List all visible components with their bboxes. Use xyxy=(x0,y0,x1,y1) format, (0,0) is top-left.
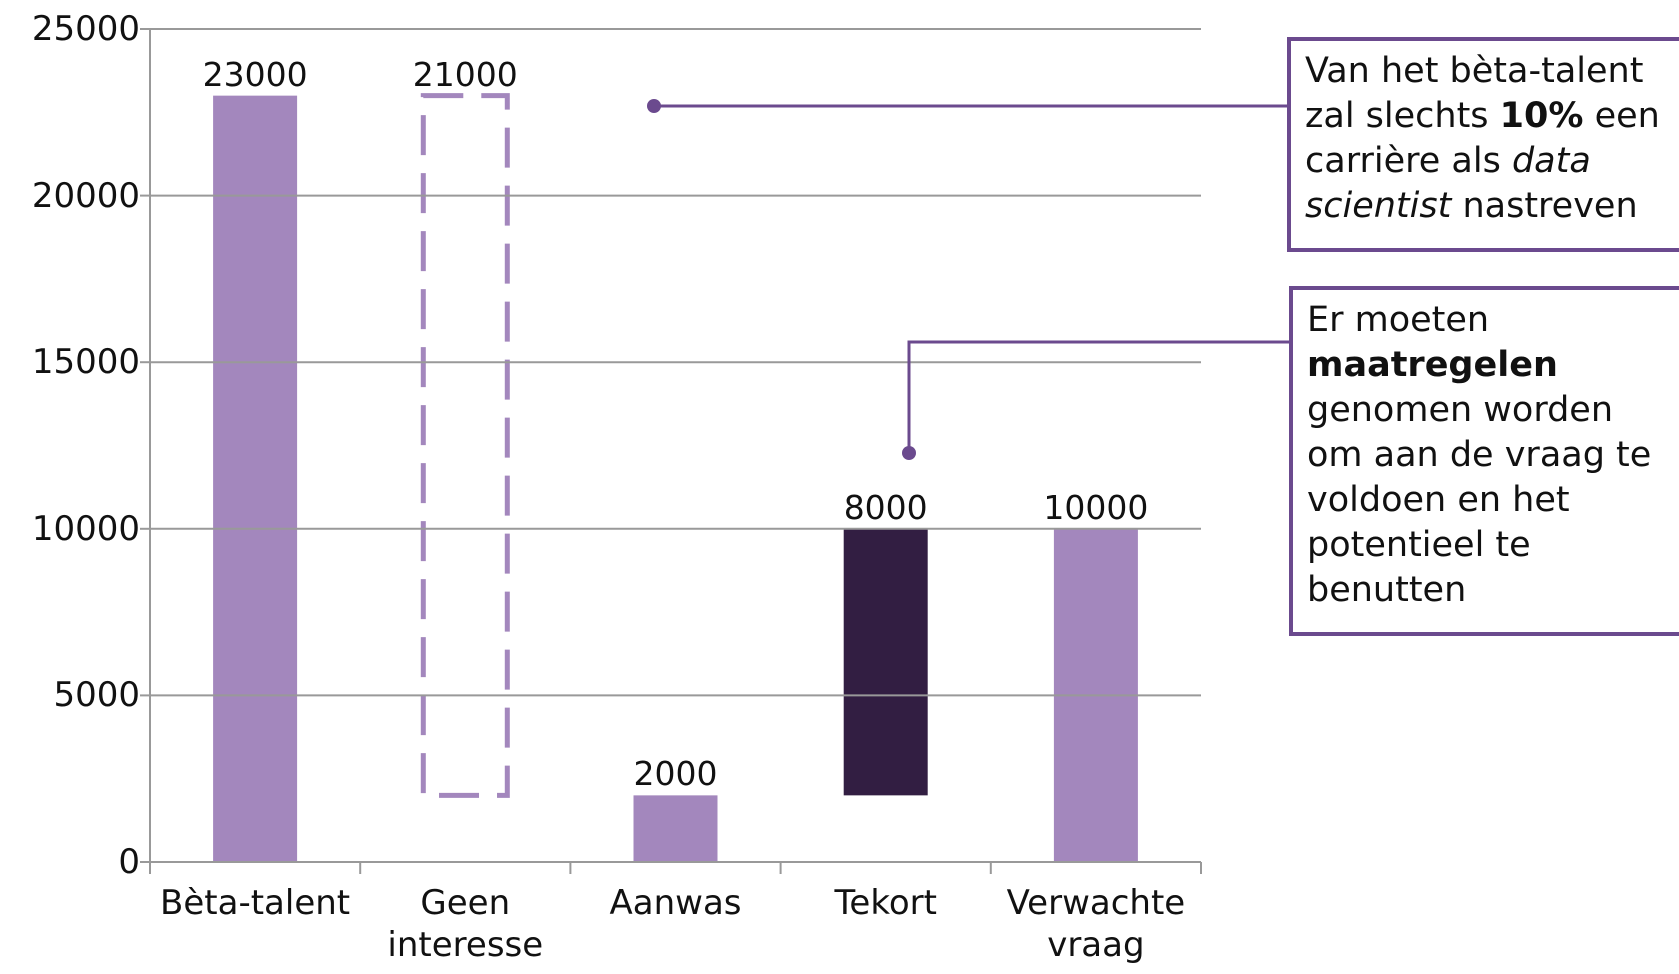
connector-dot xyxy=(902,446,916,460)
x-tick-label: Verwachte vraag xyxy=(1006,883,1186,965)
x-tick-label: Aanwas xyxy=(609,883,742,923)
annotation-box: Van het bèta-talent zal slechts 10% een … xyxy=(1287,37,1679,252)
x-tick-label: Tekort xyxy=(834,883,937,923)
y-tick-label: 5000 xyxy=(53,675,140,716)
annotation-text: een carrière als xyxy=(1305,96,1660,181)
annotation-text: Van het bèta-talent zal slechts xyxy=(1305,51,1644,136)
bar xyxy=(843,528,928,796)
data-label: 10000 xyxy=(1043,487,1149,527)
data-label: 8000 xyxy=(843,487,928,527)
x-tick-label: Geen interesse xyxy=(387,883,544,965)
y-tick-label: 10000 xyxy=(31,508,140,549)
connector xyxy=(907,340,1289,453)
y-tick-label: 20000 xyxy=(31,175,140,216)
bar xyxy=(213,95,298,862)
annotation-text: nastreven xyxy=(1451,186,1638,226)
annotation-box: Er moeten maatregelen genomen worden om … xyxy=(1289,286,1679,636)
bar xyxy=(633,795,718,862)
data-label: 21000 xyxy=(412,54,518,94)
annotation-text: genomen worden om aan de vraag te voldoe… xyxy=(1307,390,1652,610)
y-tick-label: 25000 xyxy=(31,9,140,49)
data-label: 23000 xyxy=(202,54,308,94)
data-label: 2000 xyxy=(633,754,718,794)
bar xyxy=(420,93,510,798)
annotation-text: maatregelen xyxy=(1307,345,1558,385)
annotation-text: data scientist xyxy=(1305,141,1591,226)
annotation-text: Er moeten xyxy=(1307,300,1490,340)
y-tick-label: 15000 xyxy=(31,342,140,383)
annotation-text: 10% xyxy=(1499,96,1584,136)
connector-dot xyxy=(647,99,661,113)
x-tick-label: Bèta-talent xyxy=(160,883,351,923)
y-tick-label: 0 xyxy=(118,842,140,882)
